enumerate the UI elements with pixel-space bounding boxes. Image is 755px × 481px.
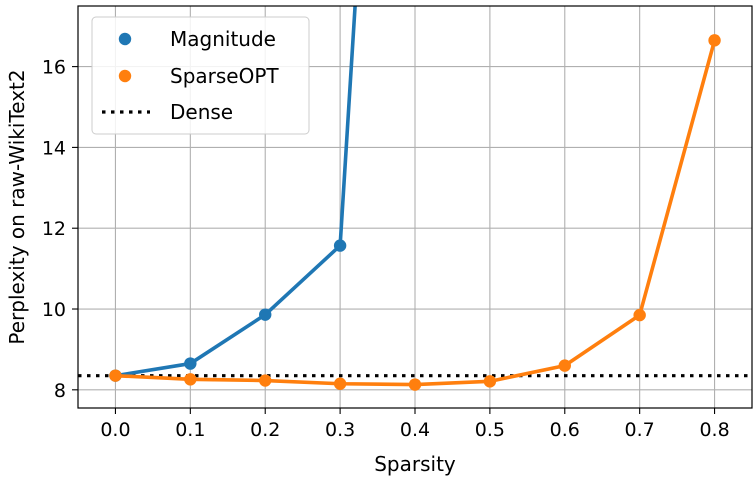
sparseopt-point [184,373,197,386]
grid [78,6,752,408]
magnitude-point [333,239,347,252]
legend-box [91,16,310,135]
magnitude-point [184,357,197,370]
sparseopt-point [483,375,497,388]
sparseopt-point [333,377,347,390]
y-tick-label: 14 [42,137,66,159]
x-axis-label: Sparsity [374,452,456,476]
legend-label-sparseopt: SparseOPT [170,64,279,88]
sparseopt-point [109,369,122,382]
sparseopt-point [558,359,571,372]
x-tick-label: 0.4 [400,419,430,441]
x-tick-label: 0.1 [175,419,205,441]
x-tick-label: 0.2 [250,419,280,441]
sparseopt-point [259,374,272,387]
x-tick-label: 0.0 [100,419,130,441]
x-tick-label: 0.3 [325,419,355,441]
y-tick-label: 8 [54,380,66,402]
sparseopt-point [408,378,422,391]
series-layer [78,6,752,391]
sparseopt-point [633,308,646,322]
legend-marker-sparseopt [118,69,132,83]
legend: Magnitude SparseOPT Dense [91,16,310,135]
sparseopt-point [708,34,721,47]
tick-layer: 0.0 0.1 0.2 0.3 0.4 0.5 0.6 0.7 0.8 8 10 12 14 16 [42,57,730,441]
magnitude-point [259,308,272,321]
legend-label-dense: Dense [170,100,233,124]
y-tick-label: 10 [42,299,66,321]
x-tick-label: 0.6 [550,419,580,441]
x-tick-label: 0.5 [475,419,505,441]
y-tick-label: 16 [42,57,66,79]
legend-label-magnitude: Magnitude [170,27,276,51]
x-tick-label: 0.7 [625,419,655,441]
legend-marker-magnitude [118,32,132,46]
y-tick-label: 12 [42,218,66,240]
x-tick-label: 0.8 [699,419,729,441]
y-axis-label: Perplexity on raw-WikiText2 [5,69,29,344]
